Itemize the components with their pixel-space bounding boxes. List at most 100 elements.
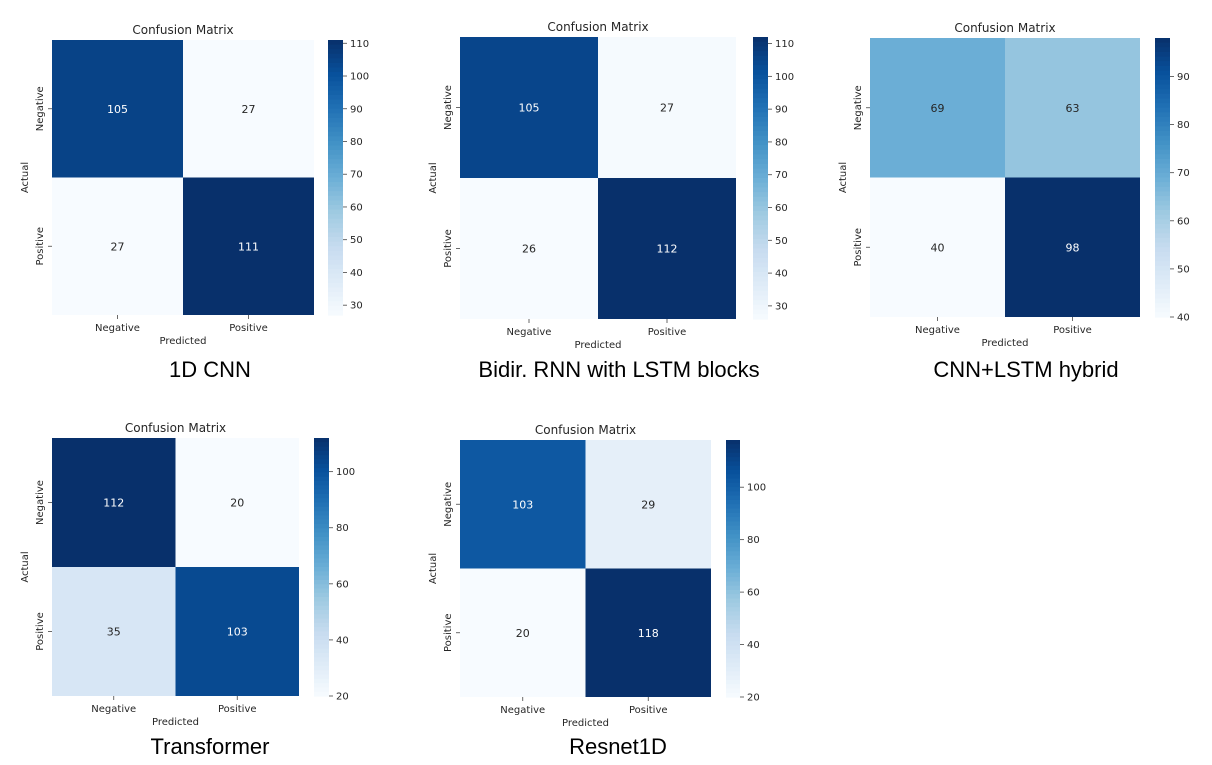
colorbar-segment: [726, 525, 740, 531]
colorbar-segment: [753, 267, 768, 273]
x-tick-label: Positive: [229, 323, 268, 334]
colorbar-segment: [726, 529, 740, 535]
colorbar-segment: [1155, 307, 1170, 313]
colorbar-tick-label: 90: [350, 104, 363, 115]
x-axis-label: Predicted: [152, 717, 199, 728]
colorbar-segment: [314, 579, 329, 585]
cell-value-label: 20: [230, 497, 244, 510]
colorbar-segment: [753, 272, 768, 278]
colorbar-segment: [726, 521, 740, 527]
colorbar-segment: [328, 223, 343, 229]
colorbar-segment: [328, 99, 343, 105]
colorbar-segment: [753, 55, 768, 62]
colorbar-tick-label: 110: [350, 39, 369, 50]
x-tick-label: Positive: [1053, 325, 1092, 336]
colorbar-segment: [753, 159, 768, 165]
heatmap-cell: [175, 567, 299, 696]
colorbar-segment: [328, 205, 343, 211]
colorbar-segment: [1155, 126, 1170, 132]
colorbar-segment: [1155, 196, 1170, 202]
colorbar-segment: [726, 478, 740, 484]
colorbar-segment: [753, 93, 768, 99]
colorbar-segment: [314, 511, 329, 516]
colorbar-segment: [1155, 303, 1170, 309]
colorbar-tick-label: 40: [336, 635, 349, 646]
colorbar-segment: [328, 159, 343, 165]
colorbar-segment: [1155, 168, 1170, 174]
colorbar-segment: [753, 149, 768, 156]
colorbar-segment: [328, 182, 343, 188]
colorbar-segment: [314, 502, 329, 508]
colorbar-segment: [753, 182, 768, 188]
x-tick-label: Positive: [218, 704, 257, 715]
colorbar-segment: [314, 442, 329, 448]
y-tick-label: Positive: [35, 612, 46, 651]
colorbar-segment: [314, 562, 329, 568]
colorbar-segment: [1155, 270, 1170, 276]
colorbar-segment: [1155, 247, 1170, 253]
colorbar-segment: [726, 675, 740, 681]
heatmap-3: 112 20 35 103 Confusion Matrix Negative Positi…: [20, 421, 355, 728]
colorbar-segment: [314, 665, 329, 671]
colorbar-segment: [1155, 70, 1170, 76]
cell-value-label: 103: [227, 626, 248, 639]
colorbar-segment: [726, 679, 740, 685]
colorbar-segment: [753, 107, 768, 113]
cell-value-label: 27: [242, 103, 256, 116]
colorbar-tick-label: 100: [747, 483, 766, 494]
colorbar-segment: [314, 481, 329, 486]
colorbar-segment: [1155, 228, 1170, 234]
colorbar-segment: [726, 547, 740, 552]
colorbar-segment: [328, 191, 343, 197]
colorbar-segment: [1155, 237, 1170, 244]
colorbar-tick-label: 50: [350, 235, 363, 246]
colorbar-segment: [726, 469, 740, 475]
colorbar-segment: [753, 215, 768, 221]
colorbar-segment: [753, 69, 768, 76]
colorbar-segment: [314, 592, 329, 598]
heatmap-cell: [52, 177, 183, 315]
colorbar-segment: [328, 95, 343, 101]
colorbar-tick-label: 60: [747, 588, 760, 599]
heatmap-cell: [52, 567, 176, 696]
colorbar-tick-label: 60: [775, 203, 788, 214]
heatmap-cell: [460, 37, 598, 178]
y-tick-label: Negative: [35, 86, 46, 131]
colorbar-segment: [1155, 242, 1170, 248]
colorbar-segment: [753, 37, 768, 43]
colorbar-segment: [726, 577, 740, 582]
colorbar-segment: [1155, 233, 1170, 239]
colorbar-segment: [328, 255, 343, 261]
y-tick-label: Positive: [35, 227, 46, 266]
colorbar-segment: [328, 131, 343, 137]
colorbar-tick-label: 20: [336, 692, 349, 703]
colorbar-segment: [314, 438, 329, 443]
colorbar-segment: [1155, 182, 1170, 188]
x-tick-label: Negative: [915, 325, 960, 336]
colorbar-segment: [314, 472, 329, 478]
colorbar-segment: [1155, 93, 1170, 100]
colorbar-segment: [1155, 284, 1170, 290]
colorbar-tick-label: 80: [1177, 120, 1190, 131]
colorbar-segment: [328, 85, 343, 92]
colorbar-segment: [726, 512, 740, 518]
colorbar-segment: [314, 588, 329, 594]
colorbar-tick-label: 40: [775, 269, 788, 280]
colorbar-segment: [314, 476, 329, 482]
colorbar-segment: [726, 452, 740, 458]
colorbar-segment: [753, 239, 768, 245]
colorbar-segment: [328, 117, 343, 124]
colorbar-segment: [726, 461, 740, 467]
heatmap-2: 69 63 40 98 Confusion Matrix Negative Positive…: [838, 21, 1190, 349]
colorbar-segment: [1155, 154, 1170, 160]
cell-value-label: 112: [657, 243, 678, 256]
cell-value-label: 29: [641, 498, 655, 511]
cell-value-label: 63: [1066, 102, 1080, 115]
colorbar-segment: [753, 131, 768, 137]
heatmap-cell: [585, 568, 711, 697]
colorbar-segment: [753, 116, 768, 123]
colorbar-segment: [328, 40, 343, 46]
cell-value-label: 105: [519, 102, 540, 115]
colorbar-segment: [753, 168, 768, 174]
colorbar-segment: [314, 687, 329, 693]
